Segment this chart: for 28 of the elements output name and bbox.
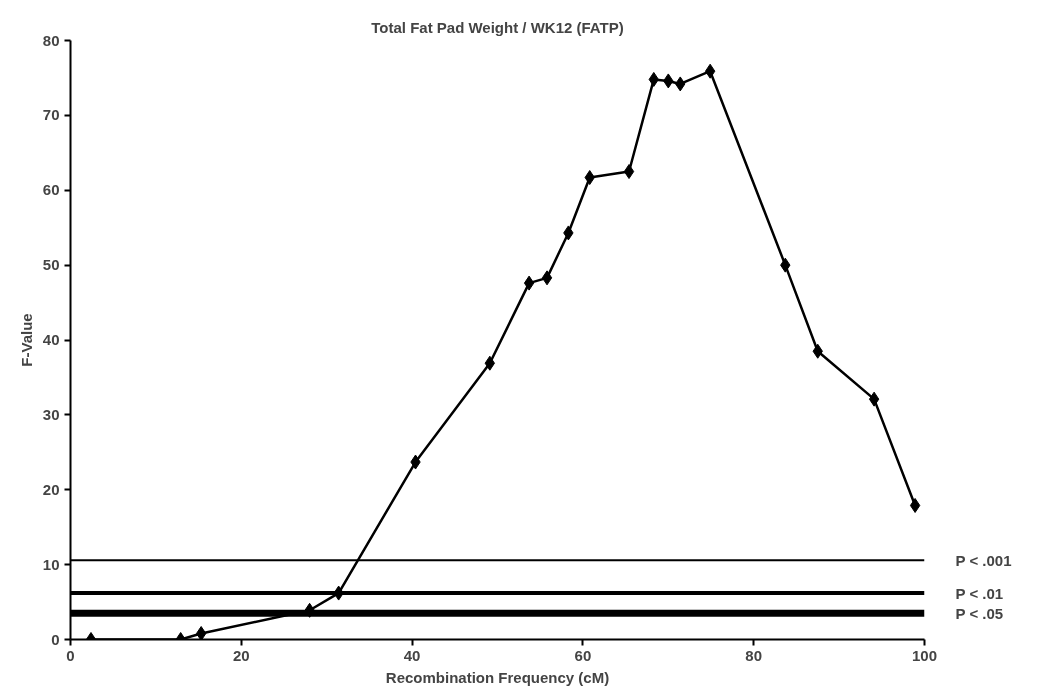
point	[909, 497, 921, 513]
y-tick-label: 0	[51, 630, 60, 648]
x-tick-label: 60	[574, 646, 592, 664]
x-tick-label: 0	[66, 646, 75, 664]
point	[196, 626, 207, 640]
x-tick-label: 100	[911, 646, 938, 664]
x-axis-title: Recombination Frequency (cM)	[385, 668, 610, 686]
y-tick-label: 50	[42, 256, 60, 274]
ref-line-label: P < .001	[955, 551, 1012, 569]
point	[541, 270, 553, 286]
point	[868, 391, 880, 407]
point	[704, 63, 716, 79]
x-tick-label: 20	[232, 646, 250, 664]
y-tick-label: 20	[42, 480, 60, 498]
x-tick-label: 80	[745, 646, 763, 664]
y-tick-label: 10	[42, 555, 60, 573]
y-axis-title: F-Value	[17, 313, 35, 367]
point	[523, 275, 535, 291]
y-tick-label: 40	[42, 331, 60, 348]
y-tick-label: 60	[42, 181, 60, 199]
y-tick-label: 80	[42, 31, 60, 49]
chart-title: Total Fat Pad Weight / WK12 (FATP)	[371, 18, 624, 36]
ref-line-label: P < .01	[955, 584, 1004, 602]
ref-line-label: P < .05	[955, 604, 1004, 622]
y-tick-label: 70	[42, 106, 60, 124]
y-tick-label: 30	[42, 405, 60, 423]
point	[623, 164, 635, 180]
x-tick-label: 40	[403, 646, 421, 664]
